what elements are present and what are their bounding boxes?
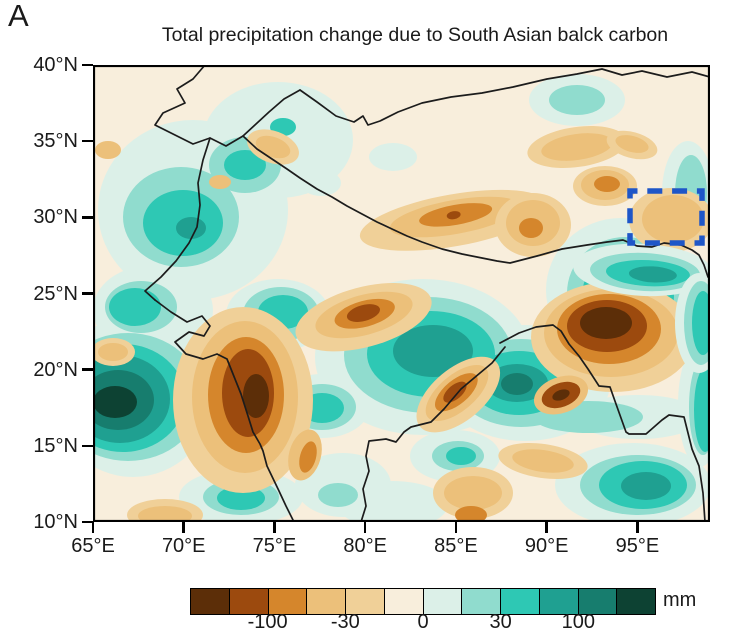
x-tick-mark xyxy=(273,522,276,533)
y-tick-label: 30°N xyxy=(33,206,78,229)
y-tick-mark xyxy=(82,444,93,448)
colorbar-segment xyxy=(384,589,424,614)
colorbar-unit-label: mm xyxy=(663,589,697,611)
x-tick-label: 95°E xyxy=(615,535,660,557)
precipitation-map xyxy=(53,64,723,531)
y-tick-mark xyxy=(82,292,93,295)
x-tick-mark xyxy=(182,522,186,533)
x-tick-mark xyxy=(454,522,458,533)
colorbar-segment xyxy=(617,589,655,614)
colorbar-segment xyxy=(346,589,385,614)
colorbar-segment xyxy=(268,589,308,614)
y-tick-mark xyxy=(82,216,93,219)
colorbar-segment xyxy=(578,589,618,614)
x-tick-mark xyxy=(545,522,548,533)
colorbar-segment xyxy=(423,589,463,614)
colorbar-segment xyxy=(539,589,579,614)
x-tick-label: 75°E xyxy=(252,535,297,557)
y-tick-mark xyxy=(82,139,93,143)
colorbar-tick-label: 30 xyxy=(489,611,512,633)
x-tick-label: 80°E xyxy=(343,535,387,557)
colorbar-segment xyxy=(501,589,540,614)
colorbar-tick-label: 100 xyxy=(561,611,596,633)
x-tick-mark xyxy=(363,522,367,533)
region-of-interest-box xyxy=(627,188,705,246)
panel-label: A xyxy=(8,0,29,33)
x-tick-mark xyxy=(91,522,95,533)
y-tick-label: 10°N xyxy=(33,511,78,533)
y-tick-mark xyxy=(82,520,93,524)
y-tick-label: 35°N xyxy=(33,130,78,153)
y-tick-label: 20°N xyxy=(33,358,78,381)
x-tick-label: 65°E xyxy=(71,535,115,557)
colorbar-tick-label: -100 xyxy=(247,611,288,633)
colorbar-segment xyxy=(191,589,230,614)
map-area xyxy=(53,64,723,531)
figure-title: Total precipitation change due to South … xyxy=(161,24,669,46)
y-tick-mark xyxy=(82,368,93,371)
coastline-borders xyxy=(144,64,711,523)
x-tick-mark xyxy=(636,522,639,533)
y-tick-label: 25°N xyxy=(33,282,78,305)
x-tick-label: 70°E xyxy=(161,535,206,557)
colorbar-segment xyxy=(462,589,501,614)
colorbar-segment xyxy=(307,589,346,614)
colorbar-tick-label: 0 xyxy=(417,611,429,633)
x-tick-label: 90°E xyxy=(524,535,569,557)
y-tick-mark xyxy=(82,63,93,67)
x-tick-label: 85°E xyxy=(434,535,478,557)
colorbar-tick-label: -30 xyxy=(330,611,360,633)
colorbar-segment xyxy=(229,589,269,614)
y-tick-label: 40°N xyxy=(33,54,78,76)
colorbar xyxy=(190,588,656,615)
y-tick-label: 15°N xyxy=(33,434,78,457)
